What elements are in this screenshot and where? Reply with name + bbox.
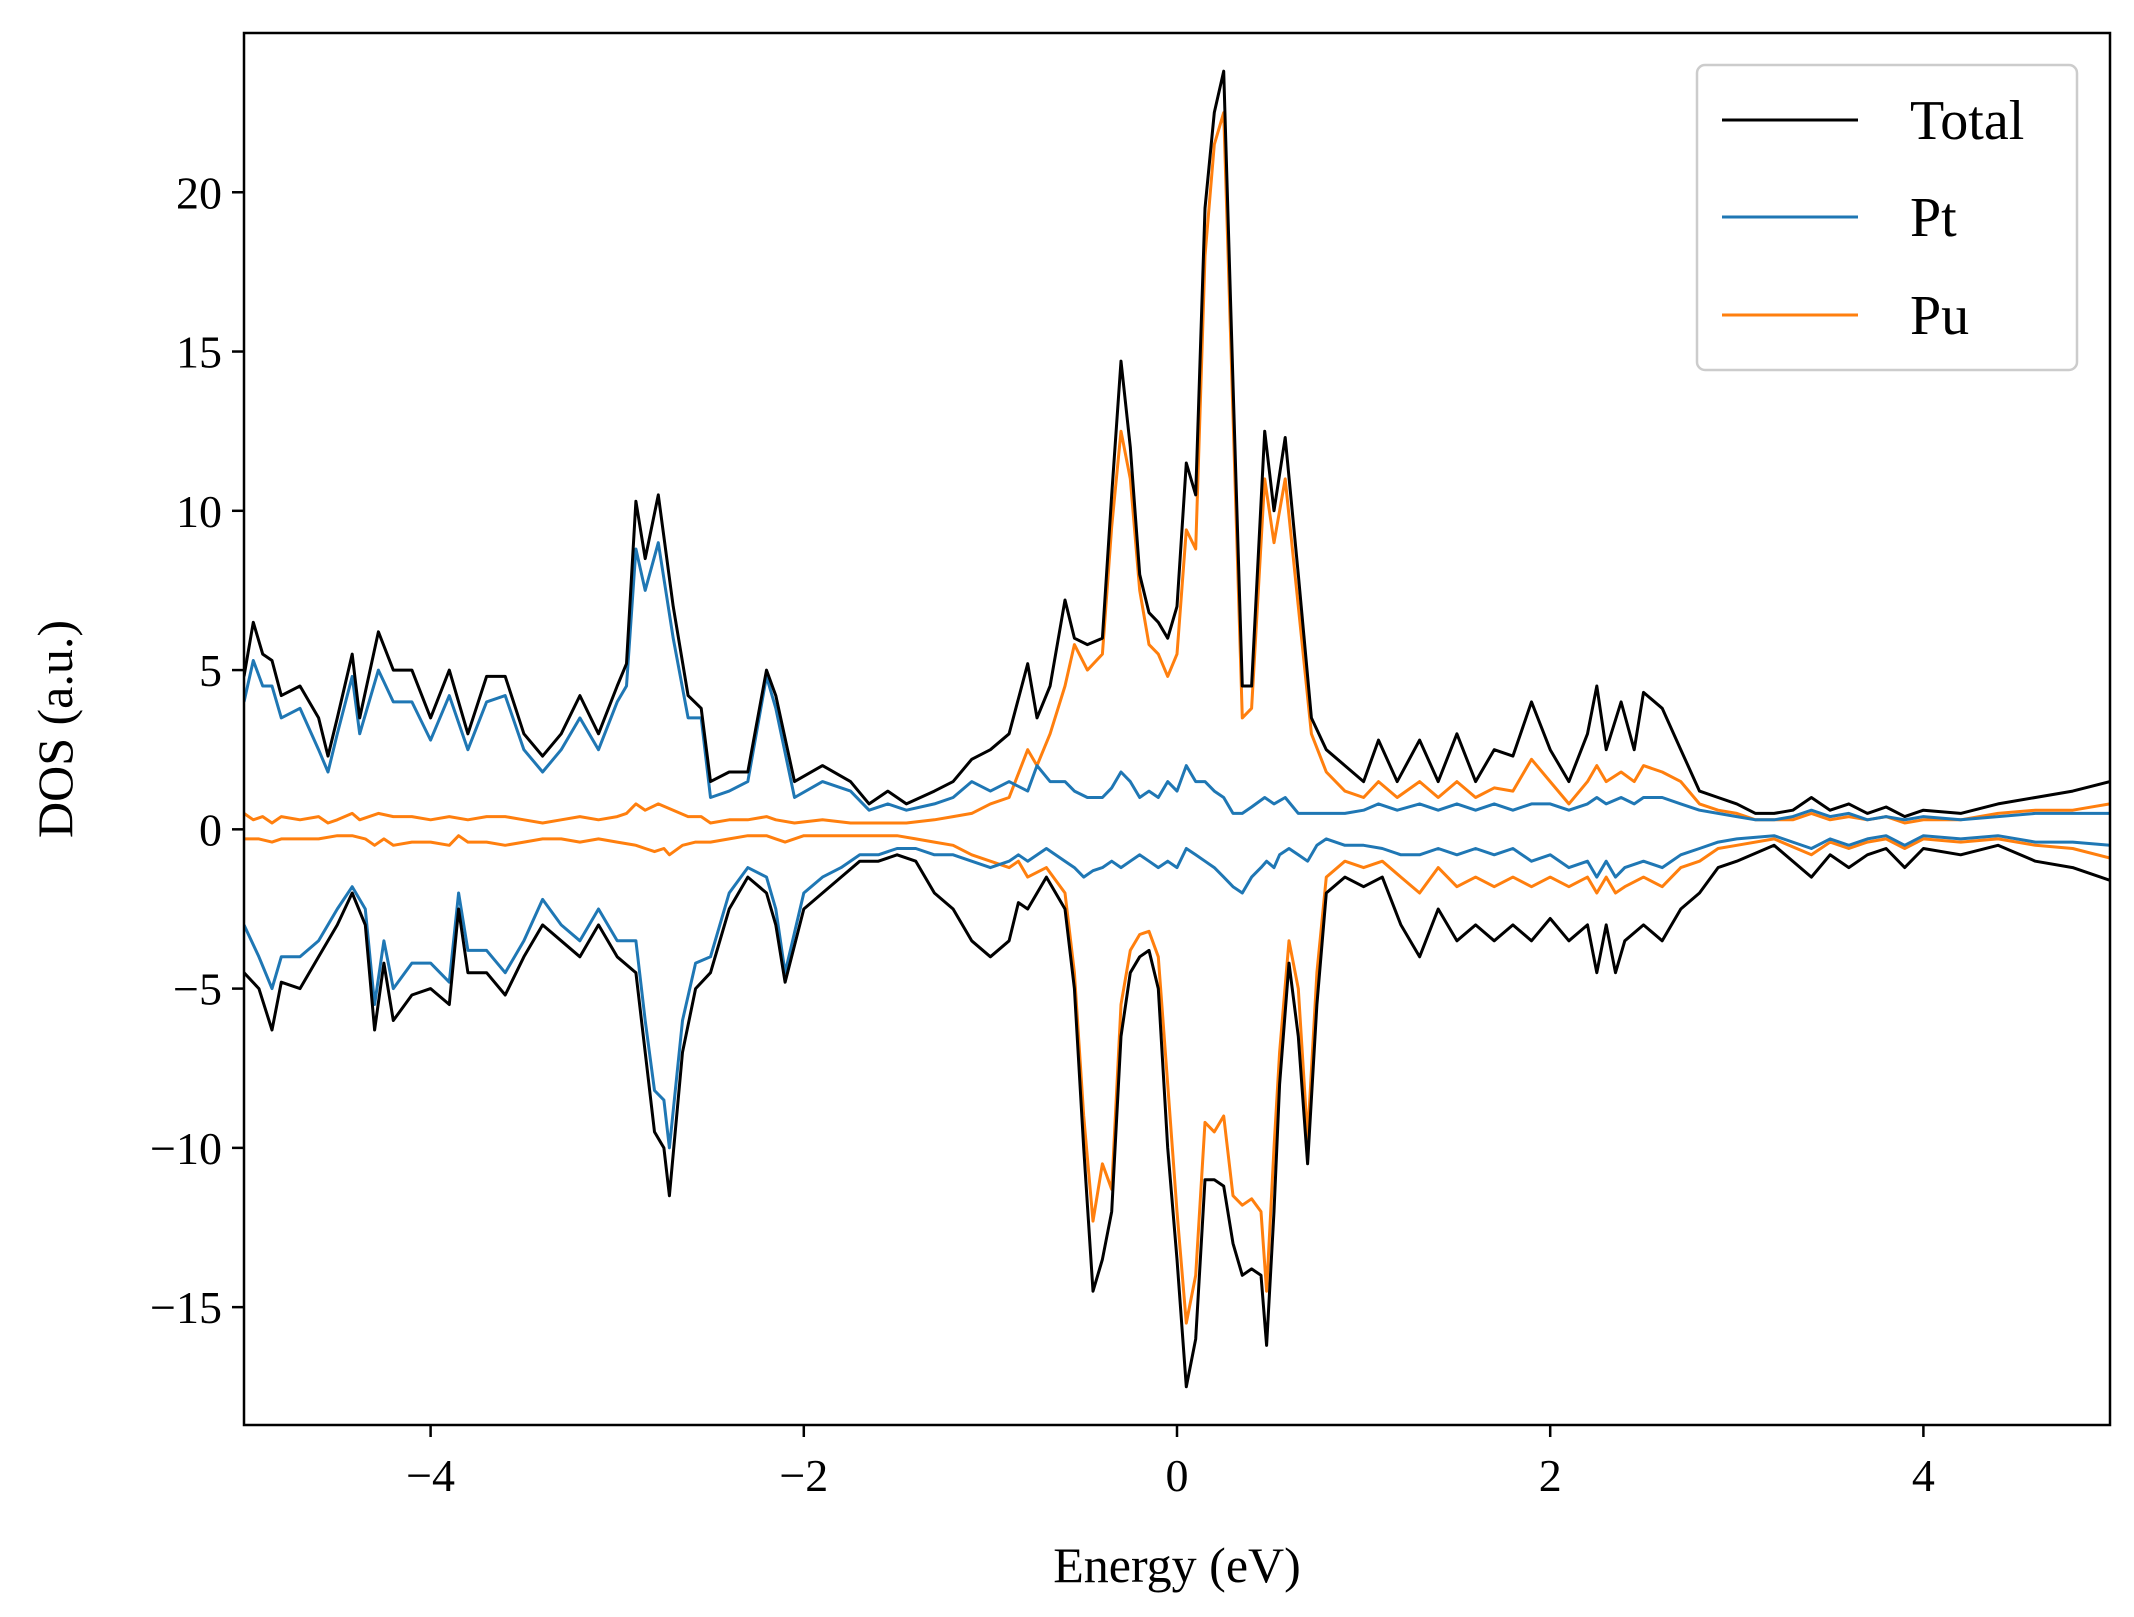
y-tick-label: 15: [176, 327, 222, 378]
series-line-pt-spin-up: [244, 541, 2110, 822]
y-tick-label: 0: [199, 804, 222, 855]
x-tick-label: 4: [1912, 1450, 1935, 1501]
x-tick-label: 2: [1539, 1450, 1562, 1501]
legend-label-pt: Pt: [1910, 187, 1957, 249]
x-tick-label: 0: [1166, 1450, 1189, 1501]
legend-label-total: Total: [1910, 90, 2024, 152]
x-tick-label: −4: [406, 1450, 455, 1501]
x-tick-label: −2: [779, 1450, 828, 1501]
legend-label-pu: Pu: [1910, 285, 1969, 347]
series-line-pu-spin-down: [244, 834, 2110, 1325]
x-axis: −4 −2 0 2 4: [406, 1425, 1935, 1501]
y-axis-label: DOS (a.u.): [27, 620, 83, 838]
y-axis: −15 −10 −5 0 5 10 15 20: [150, 167, 244, 1333]
y-tick-label: −5: [173, 964, 222, 1015]
legend-box: [1695, 63, 2079, 372]
y-tick-label: −15: [150, 1282, 222, 1333]
y-tick-label: 10: [176, 486, 222, 537]
x-axis-label: Energy (eV): [1053, 1537, 1301, 1593]
series-line-total-spin-up: [244, 69, 2110, 819]
series-line-pt-spin-down: [244, 834, 2110, 1150]
y-tick-label: 5: [199, 645, 222, 696]
series-layer: [244, 69, 2110, 1389]
series-line-pu-spin-up: [244, 111, 2110, 825]
y-tick-label: 20: [176, 167, 222, 218]
y-tick-label: −10: [150, 1123, 222, 1174]
series-line-total-spin-down: [244, 843, 2110, 1389]
legend: Total Pt Pu: [1695, 63, 2079, 372]
